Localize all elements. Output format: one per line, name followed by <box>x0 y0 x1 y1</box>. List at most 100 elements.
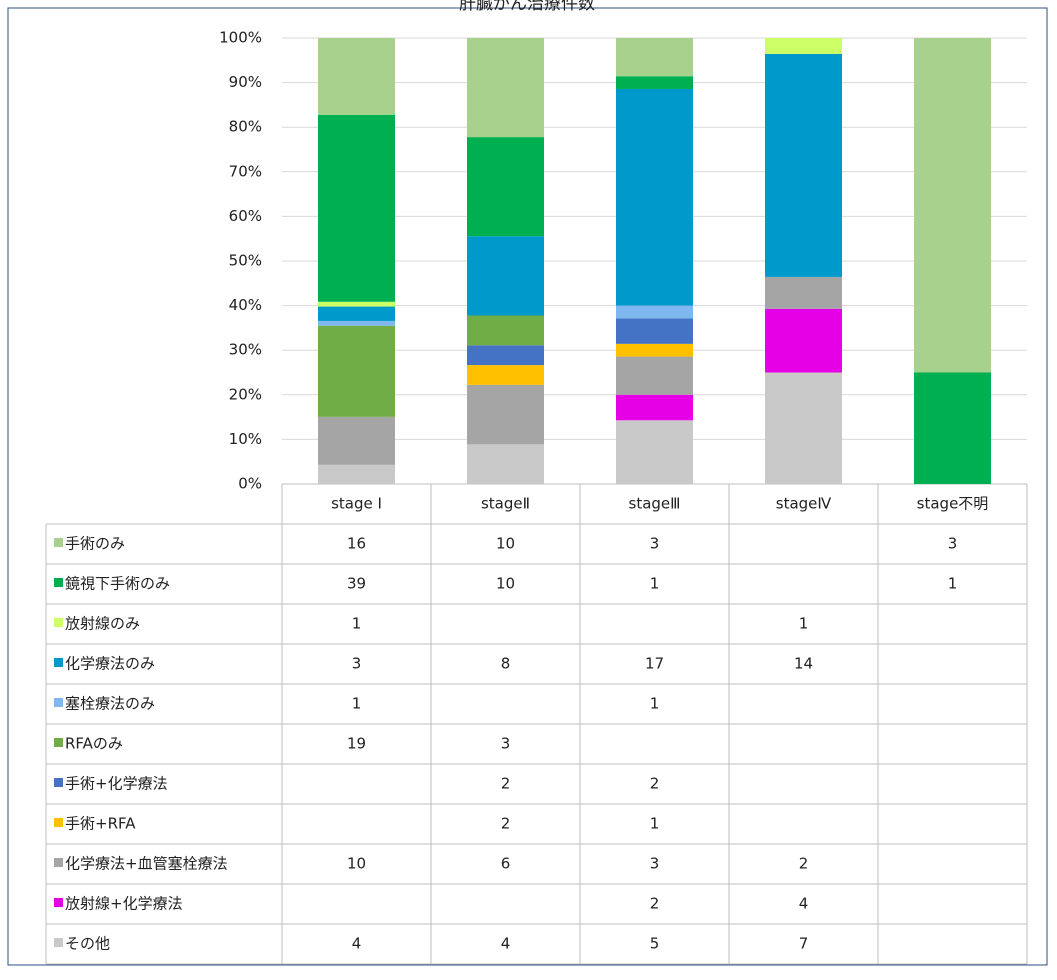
table-value: 1 <box>650 815 660 833</box>
legend-label: 放射線+化学療法 <box>65 895 183 913</box>
x-tick-label: stageⅡ <box>481 495 530 513</box>
bar-segment <box>318 416 395 465</box>
y-tick-label: 50% <box>229 252 262 270</box>
y-tick-label: 40% <box>229 296 262 314</box>
bar-segment <box>467 345 544 366</box>
legend-label: 手術+RFA <box>65 815 136 833</box>
bar-segment <box>616 305 693 319</box>
bar-segment <box>616 420 693 484</box>
y-tick-label: 30% <box>229 341 262 359</box>
legend-label: その他 <box>65 935 110 953</box>
legend-label: 化学療法+血管塞栓療法 <box>65 855 228 873</box>
y-tick-label: 60% <box>229 207 262 225</box>
bar-segment <box>914 38 991 373</box>
legend-label: 化学療法のみ <box>65 655 155 673</box>
legend-swatch <box>54 578 63 587</box>
legend-label: 手術+化学療法 <box>65 775 168 793</box>
bar-segment <box>765 38 842 54</box>
legend-swatch <box>54 658 63 667</box>
legend-label: 手術のみ <box>65 535 125 553</box>
bar-segment <box>616 318 693 344</box>
legend-swatch <box>54 538 63 547</box>
table-value: 1 <box>650 575 660 593</box>
table-value: 1 <box>352 695 362 713</box>
bar-segment <box>318 38 395 115</box>
table-value: 3 <box>501 735 511 753</box>
table-value: 2 <box>650 775 660 793</box>
table-value: 3 <box>948 535 958 553</box>
table-value: 1 <box>948 575 958 593</box>
bar-segment <box>914 372 991 484</box>
legend-swatch <box>54 698 63 707</box>
bar-segment <box>467 444 544 484</box>
legend-swatch <box>54 898 63 907</box>
table-value: 16 <box>347 535 366 553</box>
bar-segment <box>765 372 842 484</box>
table-value: 4 <box>501 935 511 953</box>
bar-segment <box>616 88 693 306</box>
legend-swatch <box>54 938 63 947</box>
table-value: 1 <box>650 695 660 713</box>
table-value: 10 <box>347 855 366 873</box>
table-value: 2 <box>650 895 660 913</box>
bar-segment <box>467 315 544 346</box>
x-tick-label: stageⅢ <box>629 495 681 513</box>
table-value: 3 <box>650 855 660 873</box>
table-value: 10 <box>496 535 515 553</box>
bar-segment <box>616 343 693 357</box>
bar-segment <box>765 308 842 373</box>
table-value: 7 <box>799 935 809 953</box>
frame <box>7 7 1048 966</box>
y-tick-label: 70% <box>229 162 262 180</box>
bar-segment <box>467 38 544 138</box>
bar-segment <box>318 114 395 302</box>
bar-segment <box>616 76 693 89</box>
bar-segment <box>318 464 395 484</box>
legend-label: 鏡視下手術のみ <box>65 575 170 593</box>
bar-segment <box>616 38 693 77</box>
legend-label: RFAのみ <box>65 735 123 753</box>
table-value: 14 <box>794 655 813 673</box>
legend-label: 塞栓療法のみ <box>65 695 155 713</box>
bar-segment <box>467 137 544 237</box>
legend-swatch <box>54 738 63 747</box>
legend-label: 放射線のみ <box>65 615 140 633</box>
chart-title: 肝臓がん治療件数 <box>459 0 595 14</box>
table-value: 1 <box>352 615 362 633</box>
legend-swatch <box>54 858 63 867</box>
y-tick-label: 90% <box>229 73 262 91</box>
x-tick-label: stage Ⅰ <box>331 495 382 513</box>
bar-segment <box>616 394 693 421</box>
table-value: 8 <box>501 655 511 673</box>
bar-segment <box>318 301 395 307</box>
table-value: 17 <box>645 655 664 673</box>
x-tick-label: stage不明 <box>917 495 989 513</box>
table-value: 4 <box>799 895 809 913</box>
table-value: 10 <box>496 575 515 593</box>
bar-segment <box>467 384 544 445</box>
table-value: 2 <box>501 815 511 833</box>
bar-segment <box>467 365 544 385</box>
y-tick-label: 0% <box>238 475 262 493</box>
legend-swatch <box>54 618 63 627</box>
bar-segment <box>318 306 395 321</box>
table-value: 2 <box>799 855 809 873</box>
table-value: 2 <box>501 775 511 793</box>
table-value: 39 <box>347 575 366 593</box>
x-tick-label: stageⅣ <box>776 495 832 513</box>
y-tick-label: 80% <box>229 118 262 136</box>
table-value: 5 <box>650 935 660 953</box>
bar-segment <box>616 356 693 395</box>
bar-segment <box>318 320 395 326</box>
bar-segment <box>765 276 842 309</box>
table-value: 3 <box>650 535 660 553</box>
table-value: 1 <box>799 615 809 633</box>
y-tick-label: 100% <box>219 29 262 47</box>
table-value: 19 <box>347 735 366 753</box>
bar-segment <box>318 325 395 417</box>
bar-segment <box>765 53 842 277</box>
table-value: 3 <box>352 655 362 673</box>
legend-swatch <box>54 778 63 787</box>
y-tick-label: 10% <box>229 430 262 448</box>
legend-swatch <box>54 818 63 827</box>
